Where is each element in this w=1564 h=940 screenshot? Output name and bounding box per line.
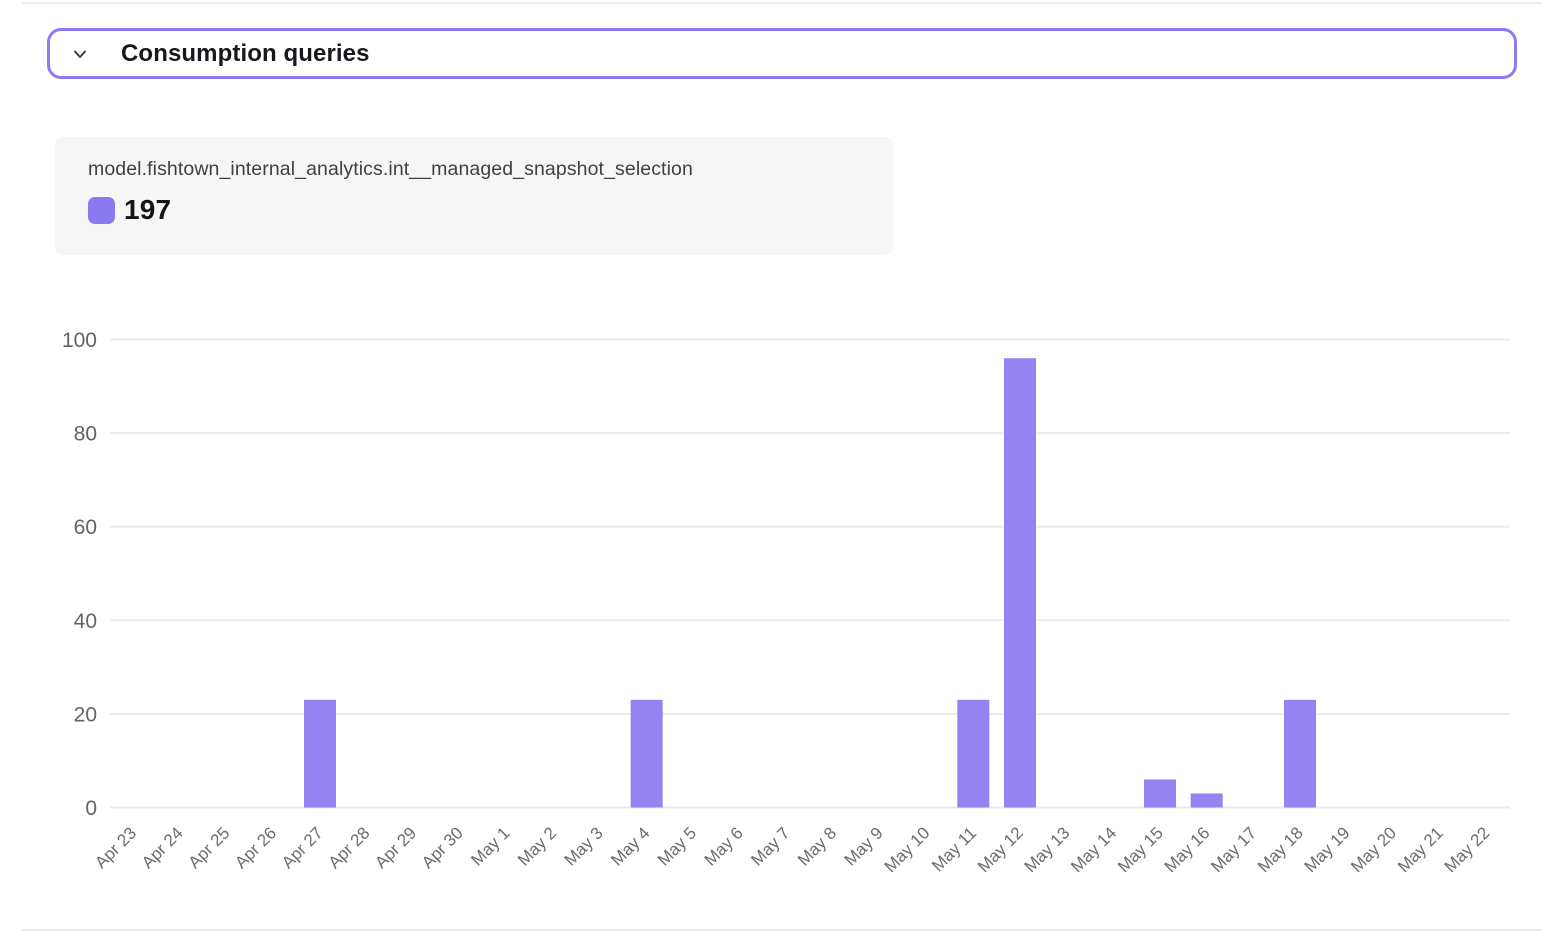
x-axis-label: May 15 [1114, 823, 1167, 876]
bottom-divider [22, 929, 1542, 931]
y-axis-label: 60 [74, 516, 97, 539]
x-axis-label: May 11 [928, 823, 980, 875]
x-axis-label: Apr 25 [185, 823, 234, 872]
x-axis-label: Apr 28 [325, 823, 374, 872]
x-axis-label: May 20 [1347, 823, 1400, 876]
chart-bar[interactable] [1004, 358, 1036, 808]
x-axis-label: May 13 [1021, 823, 1074, 876]
y-axis-label: 0 [85, 797, 97, 820]
section-title: Consumption queries [121, 39, 370, 67]
x-axis-label: May 5 [654, 823, 700, 869]
x-axis-label: Apr 30 [418, 823, 467, 872]
x-axis-label: May 18 [1254, 823, 1307, 876]
top-divider [22, 2, 1542, 4]
chart-bar[interactable] [304, 699, 336, 808]
x-axis-label: May 21 [1394, 823, 1447, 876]
x-axis-label: May 6 [701, 823, 747, 869]
x-axis-label: May 7 [747, 823, 793, 869]
chart-legend-card: model.fishtown_internal_analytics.int__m… [55, 137, 893, 255]
y-axis-label: 20 [74, 703, 97, 726]
x-axis-label: May 3 [561, 823, 607, 869]
x-axis-label: May 1 [467, 823, 513, 869]
x-axis-label: Apr 26 [231, 823, 280, 872]
y-axis-label: 100 [62, 329, 97, 352]
y-axis-label: 40 [74, 610, 97, 633]
x-axis-label: Apr 29 [371, 823, 420, 872]
y-axis-label: 80 [74, 423, 97, 446]
series-name-label: model.fishtown_internal_analytics.int__m… [88, 158, 693, 180]
x-axis-label: May 17 [1207, 823, 1260, 876]
x-axis-label: May 10 [881, 823, 934, 876]
x-axis-label: Apr 27 [278, 823, 327, 872]
legend-value-row: 197 [88, 194, 863, 226]
chart-bar[interactable] [1144, 779, 1176, 808]
x-axis-label: May 16 [1161, 823, 1214, 876]
x-axis-label: May 2 [514, 823, 560, 869]
chevron-down-icon[interactable] [69, 43, 91, 65]
chart-bar[interactable] [1284, 699, 1316, 808]
consumption-chart-area: 0 20 40 60 80 100 Apr 23 Apr 24 Apr 25 Apr 26 Apr … [0, 300, 1564, 910]
chart-bar[interactable] [630, 699, 663, 808]
consumption-queries-collapse-header[interactable]: Consumption queries [47, 28, 1517, 79]
series-color-swatch [88, 196, 115, 224]
chart-bar[interactable] [1190, 793, 1223, 808]
x-axis-label: May 12 [974, 823, 1027, 876]
chart-bar[interactable] [957, 699, 990, 808]
x-axis-label: May 14 [1067, 823, 1120, 876]
x-axis-label: Apr 23 [91, 823, 140, 872]
x-axis-label: Apr 24 [138, 823, 187, 872]
x-axis-label: May 22 [1441, 823, 1494, 876]
x-axis-label: May 4 [607, 823, 653, 869]
x-axis-label: May 19 [1301, 823, 1354, 876]
x-axis-label: May 8 [794, 823, 840, 869]
series-total-value: 197 [124, 194, 172, 225]
